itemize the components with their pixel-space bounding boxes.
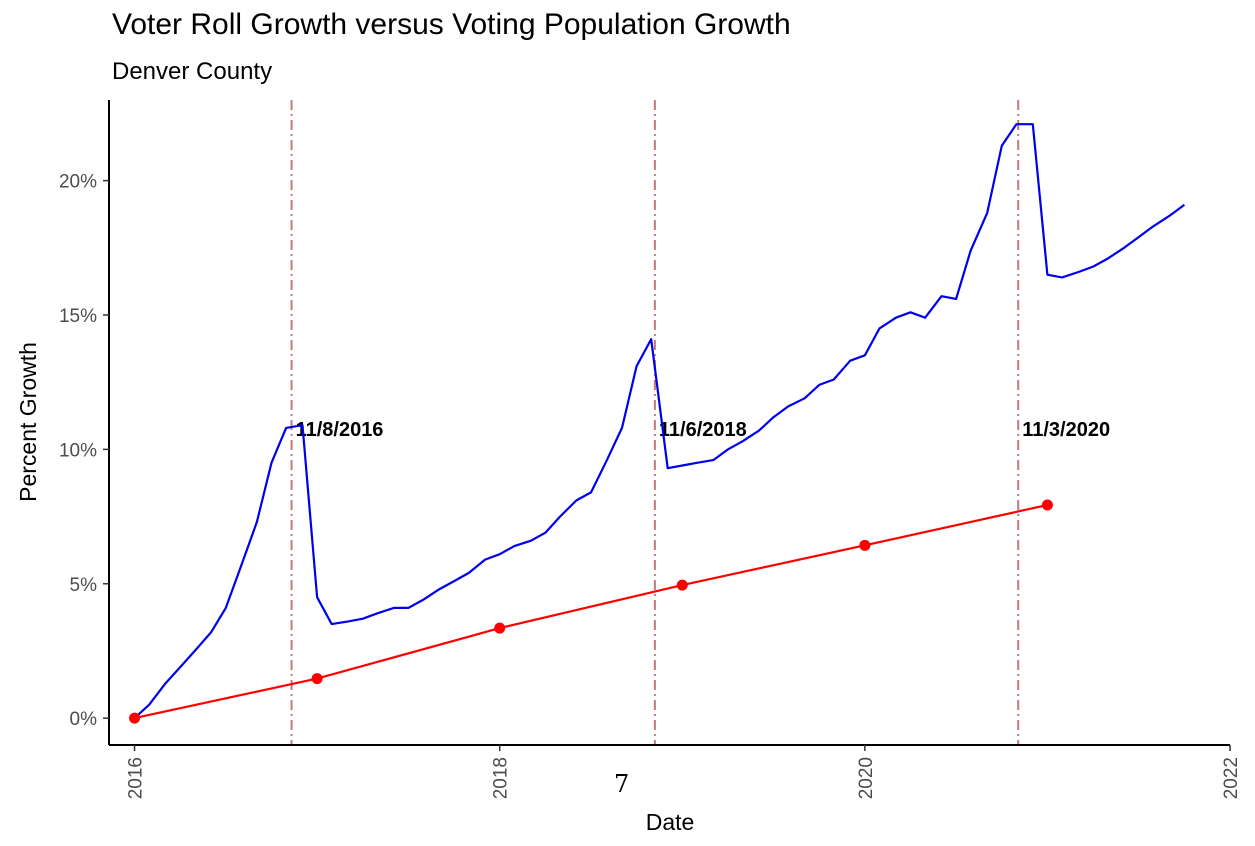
y-tick-label-4: 20% [59, 172, 97, 193]
x-tick-label-3: 2022 [1221, 757, 1242, 799]
series-1-line [134, 503, 1048, 720]
stray-text: 7 [614, 770, 630, 798]
y-tick-label-1: 5% [70, 575, 98, 596]
x-axis-title: Date [646, 809, 695, 835]
series-1-point-4 [859, 539, 871, 551]
x-tick-label-2: 2020 [856, 757, 877, 799]
series-1-point-2 [494, 622, 506, 634]
axes: 0% 5% 10% 15% 20% 2016 2018 2020 2022 [59, 100, 1242, 799]
y-tick-label-2: 10% [59, 440, 97, 461]
y-tick-label-0: 0% [70, 709, 98, 730]
series-group [129, 123, 1186, 724]
vline-label-1: 11/6/2018 [659, 419, 747, 441]
series-1-point-0 [129, 712, 141, 724]
chart-subtitle: Denver County [112, 58, 273, 85]
chart-title: Voter Roll Growth versus Voting Populati… [112, 8, 791, 41]
series-0-line [133, 123, 1186, 719]
y-tick-label-3: 15% [59, 306, 97, 327]
y-axis-title: Percent Growth [15, 342, 41, 502]
series-1-point-1 [311, 673, 323, 685]
vline-label-0: 11/8/2016 [296, 419, 384, 441]
series-1-point-5 [1041, 499, 1053, 511]
vline-label-2: 11/3/2020 [1022, 419, 1110, 441]
vertical-reference-lines: 11/8/2016 11/6/2018 11/3/2020 [290, 100, 1110, 745]
series-1-point-3 [676, 579, 688, 591]
axis-labels: Date Percent Growth [15, 342, 694, 835]
x-tick-label-1: 2018 [491, 757, 512, 799]
x-tick-label-0: 2016 [126, 757, 147, 799]
